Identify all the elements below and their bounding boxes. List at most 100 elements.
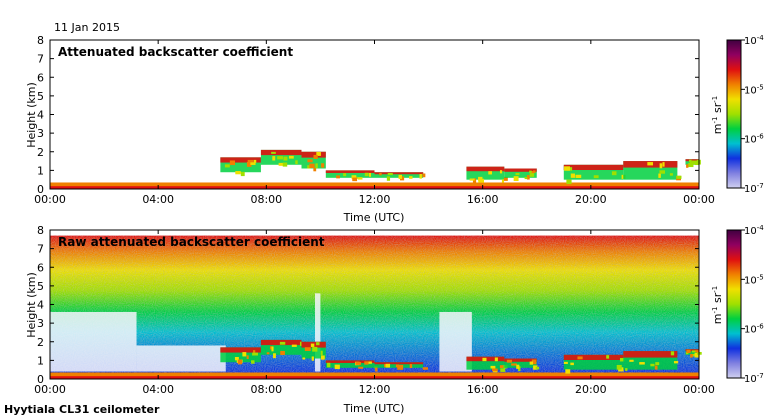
plot-area: [50, 40, 699, 189]
x-tick-label: 20:00: [575, 193, 607, 206]
cloud-cell: [629, 359, 634, 362]
cloud-cell: [513, 176, 519, 182]
y-tick-label: 0: [37, 183, 44, 196]
y-tick-label: 6: [37, 71, 44, 84]
y-tick-label: 2: [37, 336, 44, 349]
cloud-cell: [694, 352, 700, 358]
colorbar-ticks: 10-7 10-6 10-5 10-4: [741, 224, 764, 385]
cloud-cell: [499, 365, 504, 369]
cloud-cell: [288, 155, 294, 159]
cloud-base-6: [504, 358, 537, 362]
x-tick-label: 12:00: [359, 193, 391, 206]
cloud-cell: [400, 176, 405, 181]
cloud-cell: [695, 162, 699, 166]
cloud-base-1: [260, 149, 302, 156]
y-tick-label: 8: [37, 34, 44, 47]
y-tick-label: 4: [37, 109, 44, 122]
y-tick-label: 0: [37, 373, 44, 386]
cloud-cell: [321, 163, 325, 168]
cloud-cell: [307, 165, 311, 169]
cloud-cell: [564, 166, 570, 171]
unit-sr: sr: [711, 292, 724, 306]
cloud-cell: [224, 164, 230, 168]
cloud-cell: [311, 356, 314, 361]
cloud-layer-3: [325, 170, 375, 178]
cloud-cell: [343, 173, 347, 177]
x-axis-label: Time (UTC): [343, 402, 405, 415]
cloud-base-7: [563, 164, 624, 171]
cloud-cell: [280, 350, 285, 356]
cloud-base-0: [220, 157, 261, 163]
cloud-cell: [535, 366, 540, 370]
y-ticks: 0 1 2 3 4 5 6 7 8: [37, 34, 699, 196]
cloud-base-5: [466, 166, 505, 172]
colorbar-tick-label: 10-7: [744, 372, 764, 385]
instrument-label: Hyytiala CL31 ceilometer: [4, 403, 160, 416]
cloud-base-6: [504, 168, 537, 172]
cloud-cell: [659, 163, 663, 169]
cloud-cell: [312, 346, 318, 352]
unit-m: m: [711, 314, 724, 325]
cloud-cell: [398, 174, 402, 179]
x-tick-label: 00:00: [683, 193, 715, 206]
cloud-cell: [575, 174, 582, 178]
clear-region-2: [315, 293, 321, 372]
cloud-cell: [654, 365, 658, 370]
x-ticks: 00:00 04:00 08:00 12:00 16:00 20:00 00:00: [34, 40, 715, 206]
cloud-cell: [310, 343, 315, 347]
cloud-cell: [272, 156, 276, 161]
cloud-base-0: [220, 347, 261, 353]
clear-region-0: [50, 311, 137, 372]
y-tick-label: 7: [37, 53, 44, 66]
x-tick-label: 12:00: [359, 383, 391, 396]
cloud-cell: [625, 368, 628, 371]
cloud-cell: [577, 356, 583, 360]
colorbar-tick-label: 10-4: [744, 34, 764, 47]
cloud-cell: [355, 362, 362, 365]
cloud-cell: [422, 173, 426, 178]
x-tick-label: 04:00: [142, 193, 174, 206]
cloud-cell: [662, 162, 665, 167]
cloud-cell: [409, 176, 413, 179]
cloud-cell: [242, 352, 247, 357]
unit-sr-exp: -1: [711, 286, 719, 293]
cloud-cell: [307, 159, 313, 163]
y-tick-label: 1: [37, 354, 44, 367]
cloud-cell: [316, 151, 321, 156]
cloud-cell: [282, 162, 288, 167]
cloud-cell: [695, 350, 699, 353]
cloud-cell: [250, 162, 256, 165]
cloud-cell: [533, 365, 538, 370]
cloud-cell: [271, 346, 274, 352]
y-tick-label: 5: [37, 280, 44, 293]
cloud-cell: [302, 357, 306, 360]
cloud-base-9: [685, 349, 699, 352]
cloud-cell: [478, 176, 483, 181]
cloud-cell: [364, 361, 369, 365]
cloud-cell: [529, 173, 535, 177]
cloud-cell: [240, 171, 245, 177]
cloud-cell: [529, 361, 534, 365]
y-tick-label: 5: [37, 90, 44, 103]
y-tick-label: 2: [37, 146, 44, 159]
cloud-cell: [616, 364, 622, 370]
cloud-base-4: [374, 172, 424, 175]
cloud-cell: [669, 173, 673, 176]
x-tick-label: 20:00: [575, 383, 607, 396]
cloud-cell: [309, 163, 315, 169]
cloud-cell: [304, 347, 311, 351]
cloud-cell: [676, 175, 682, 179]
cloud-cell: [246, 161, 252, 167]
cloud-cell: [234, 356, 239, 361]
x-tick-label: 00:00: [34, 383, 66, 396]
colorbar-unit: m-1 sr-1: [711, 96, 724, 134]
x-tick-label: 00:00: [34, 193, 66, 206]
cloud-cell: [500, 368, 506, 372]
cloud-base-3: [325, 360, 375, 363]
cloud-cell: [650, 363, 655, 367]
cloud-cell: [316, 342, 320, 346]
y-tick-label: 4: [37, 299, 44, 312]
cloud-cell: [685, 352, 689, 355]
cloud-cell: [472, 178, 477, 184]
colorbar-tick-label: 10-5: [744, 83, 764, 96]
